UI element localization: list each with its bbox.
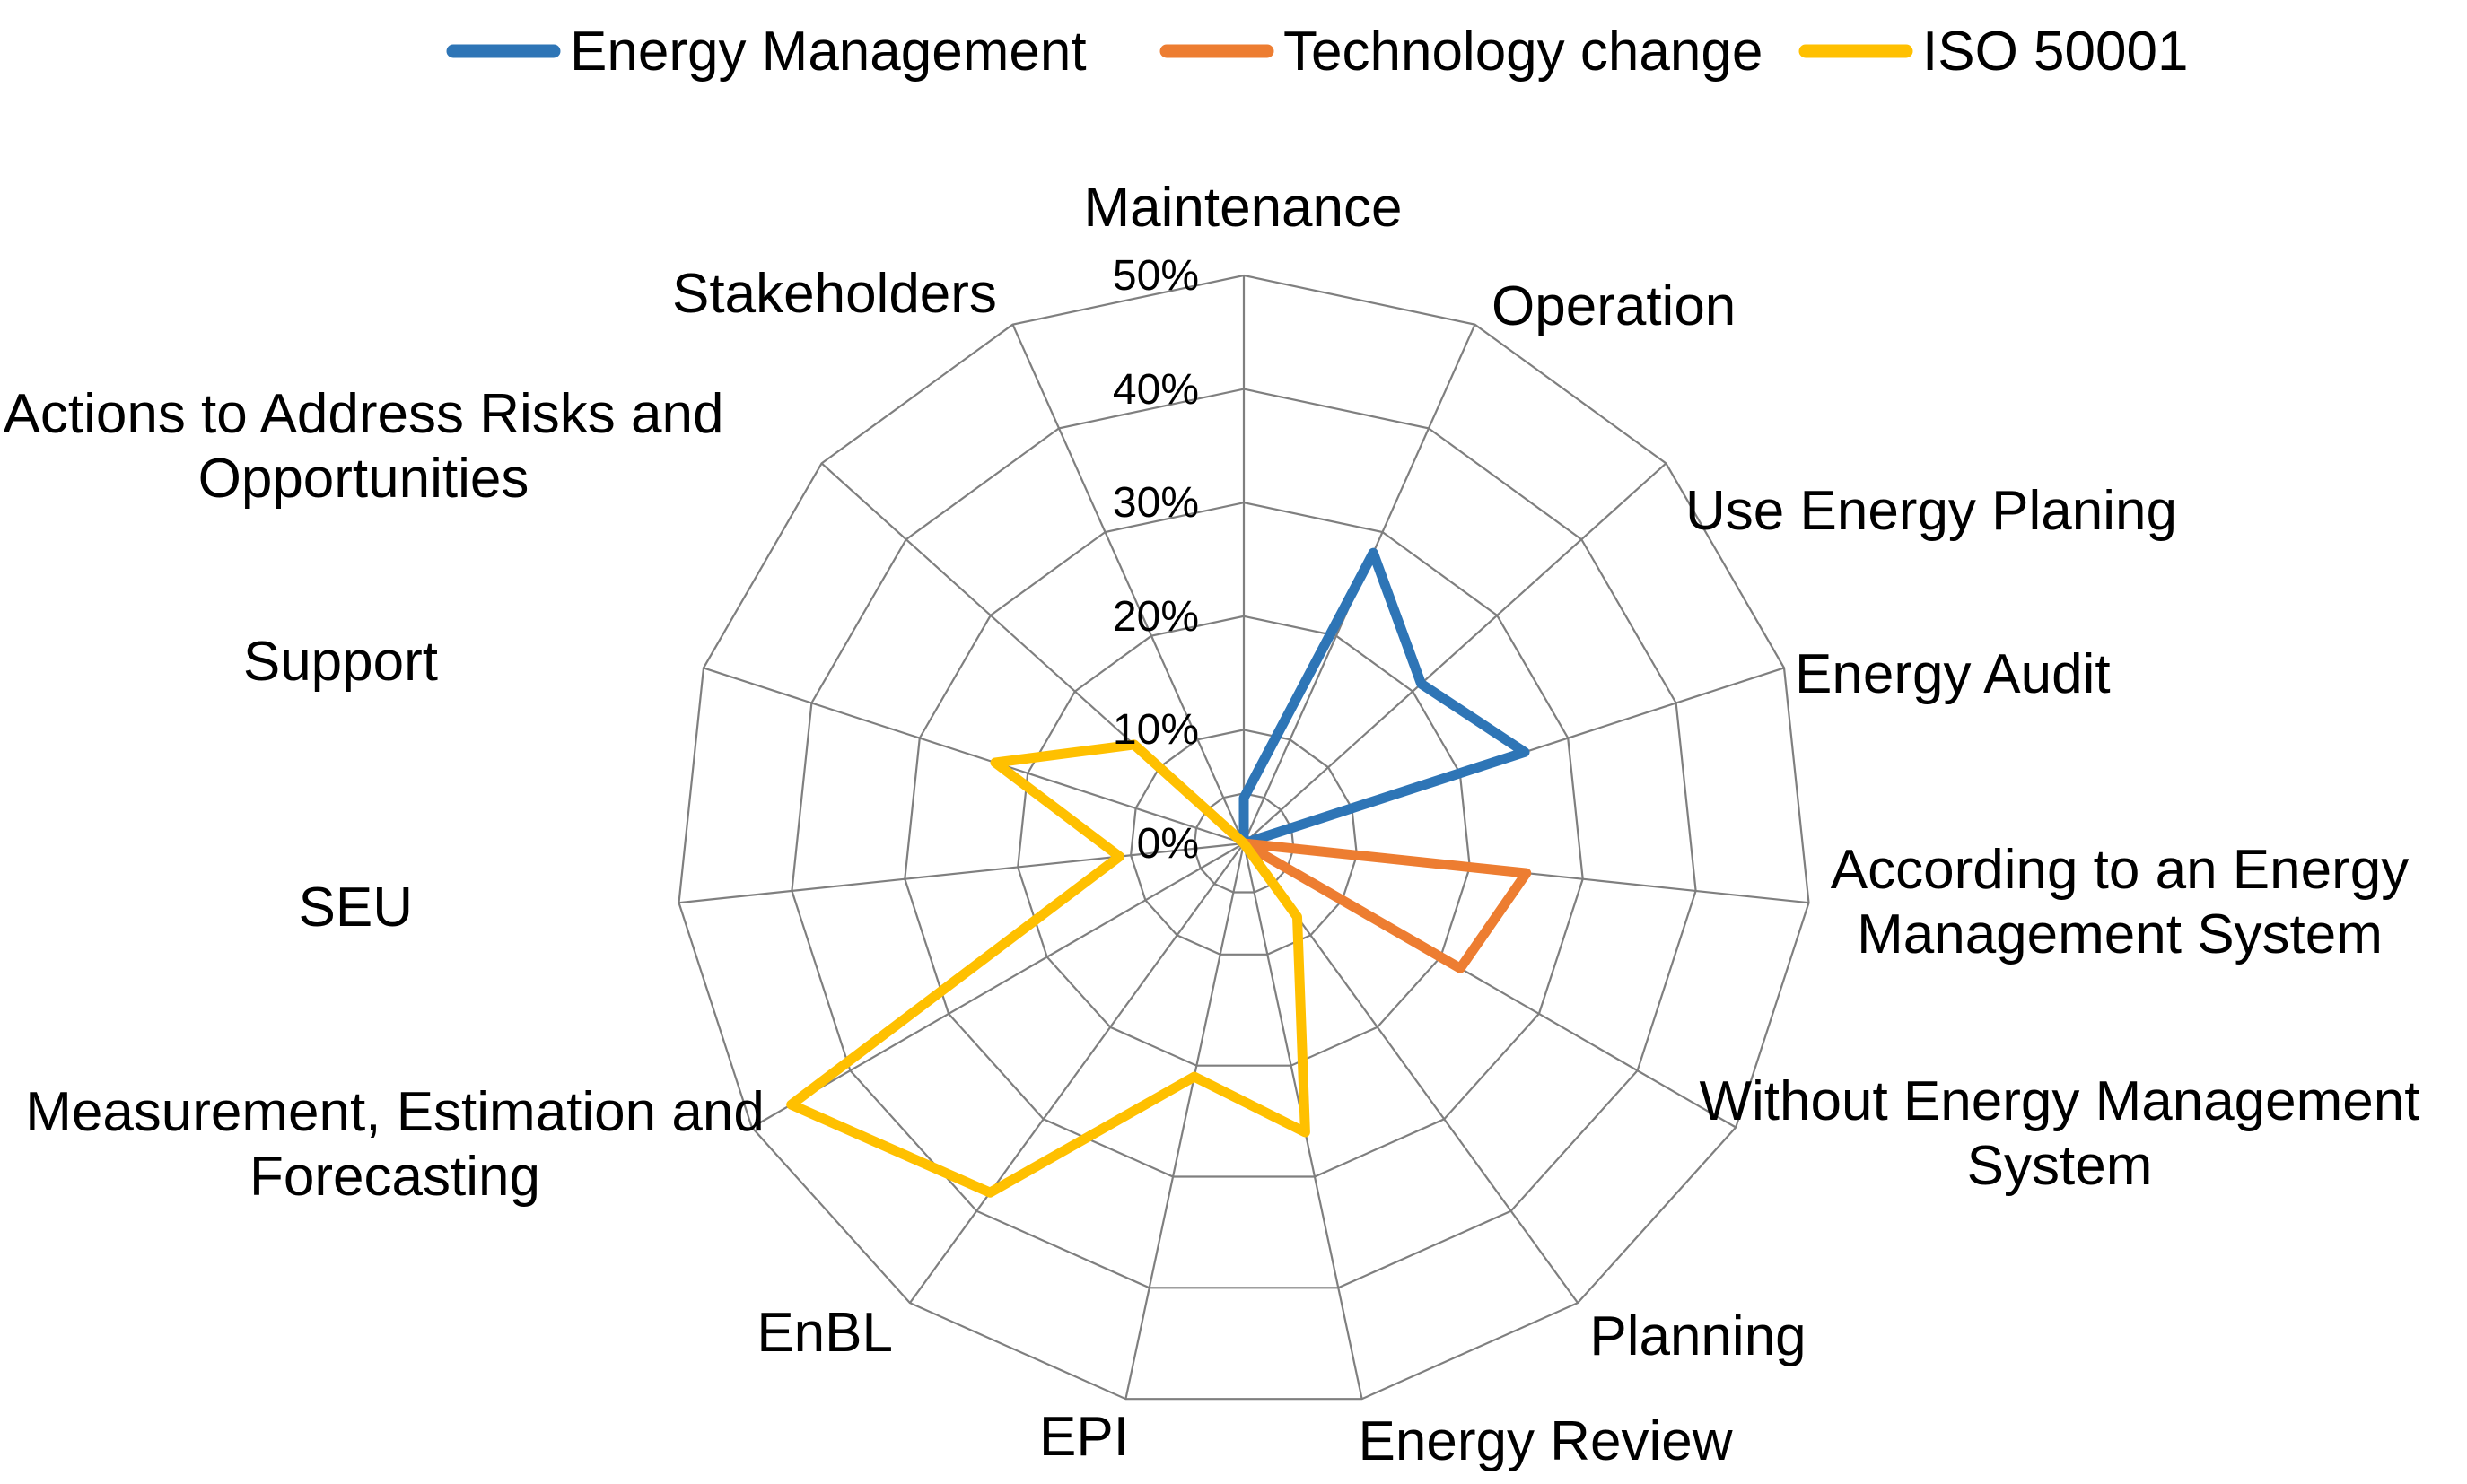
legend-label-iso-50001: ISO 50001 xyxy=(1922,21,2188,83)
grid-ring xyxy=(904,502,1584,1178)
legend-item-energy-management: Energy Management xyxy=(446,21,1087,83)
axis-label-energy-audit: Energy Audit xyxy=(1795,643,2111,705)
grid-spoke xyxy=(1124,842,1246,1400)
axis-label-stakeholders: Stakeholders xyxy=(672,263,997,325)
legend-label-energy-management: Energy Management xyxy=(570,21,1087,83)
grid-ring xyxy=(1017,615,1471,1067)
grid-spoke xyxy=(1011,324,1246,844)
radial-axis-labels: 0% 10% 20% 30% 40% 50% xyxy=(1113,252,1199,868)
grid-spoke xyxy=(751,842,1245,1129)
grid-spoke xyxy=(678,842,1245,904)
grid-ring xyxy=(1129,729,1359,956)
axis-label-according-to-an-energy-management-system: According to an Energy Management System xyxy=(1831,839,2410,965)
legend-label-technology-change: Technology change xyxy=(1283,21,1763,83)
radial-tick-30: 30% xyxy=(1113,479,1199,527)
grid-spoke xyxy=(1243,462,1667,844)
legend-item-technology-change: Technology change xyxy=(1159,21,1763,83)
grid-spoke xyxy=(703,667,1245,845)
series-energy-management xyxy=(1238,547,1530,849)
grid-ring xyxy=(791,388,1697,1289)
radial-tick-20: 20% xyxy=(1113,593,1199,641)
axis-label-enbl: EnBL xyxy=(757,1302,893,1364)
chart-series xyxy=(786,547,1532,1198)
series-technology-change xyxy=(1238,838,1532,973)
axis-label-use-energy-planing: Use Energy Planing xyxy=(1685,480,2177,542)
category-axis-labels: Maintenance Operation Use Energy Planing En… xyxy=(4,177,2420,1472)
series-iso-50001 xyxy=(786,739,1310,1198)
radial-tick-10: 10% xyxy=(1113,706,1199,754)
legend: Energy Management Technology change ISO 50… xyxy=(446,21,2188,83)
grid-ring xyxy=(1193,792,1295,894)
radial-tick-40: 40% xyxy=(1113,366,1199,414)
axis-label-seu: SEU xyxy=(299,877,413,938)
axis-label-measurement-estimation-and-forecasting: Measurement, Estimation and Forecasting xyxy=(25,1081,765,1208)
axis-label-planning: Planning xyxy=(1589,1305,1806,1367)
axis-label-maintenance: Maintenance xyxy=(1083,177,1402,239)
axis-label-support: Support xyxy=(243,631,438,693)
axis-label-actions-to-address-risks-and-opportunities: Actions to Address Risks and Opportunitie… xyxy=(4,383,724,510)
axis-label-without-energy-management-system: Without Energy Management System xyxy=(1700,1070,2420,1197)
axis-label-epi: EPI xyxy=(1039,1406,1129,1468)
radial-tick-50: 50% xyxy=(1113,252,1199,300)
legend-item-iso-50001: ISO 50001 xyxy=(1798,21,2188,83)
grid-ring xyxy=(678,274,1810,1401)
axis-label-energy-review: Energy Review xyxy=(1359,1410,1733,1472)
grid-spoke xyxy=(909,842,1245,1304)
axis-label-operation: Operation xyxy=(1492,275,1736,337)
radial-tick-0: 0% xyxy=(1137,820,1199,868)
